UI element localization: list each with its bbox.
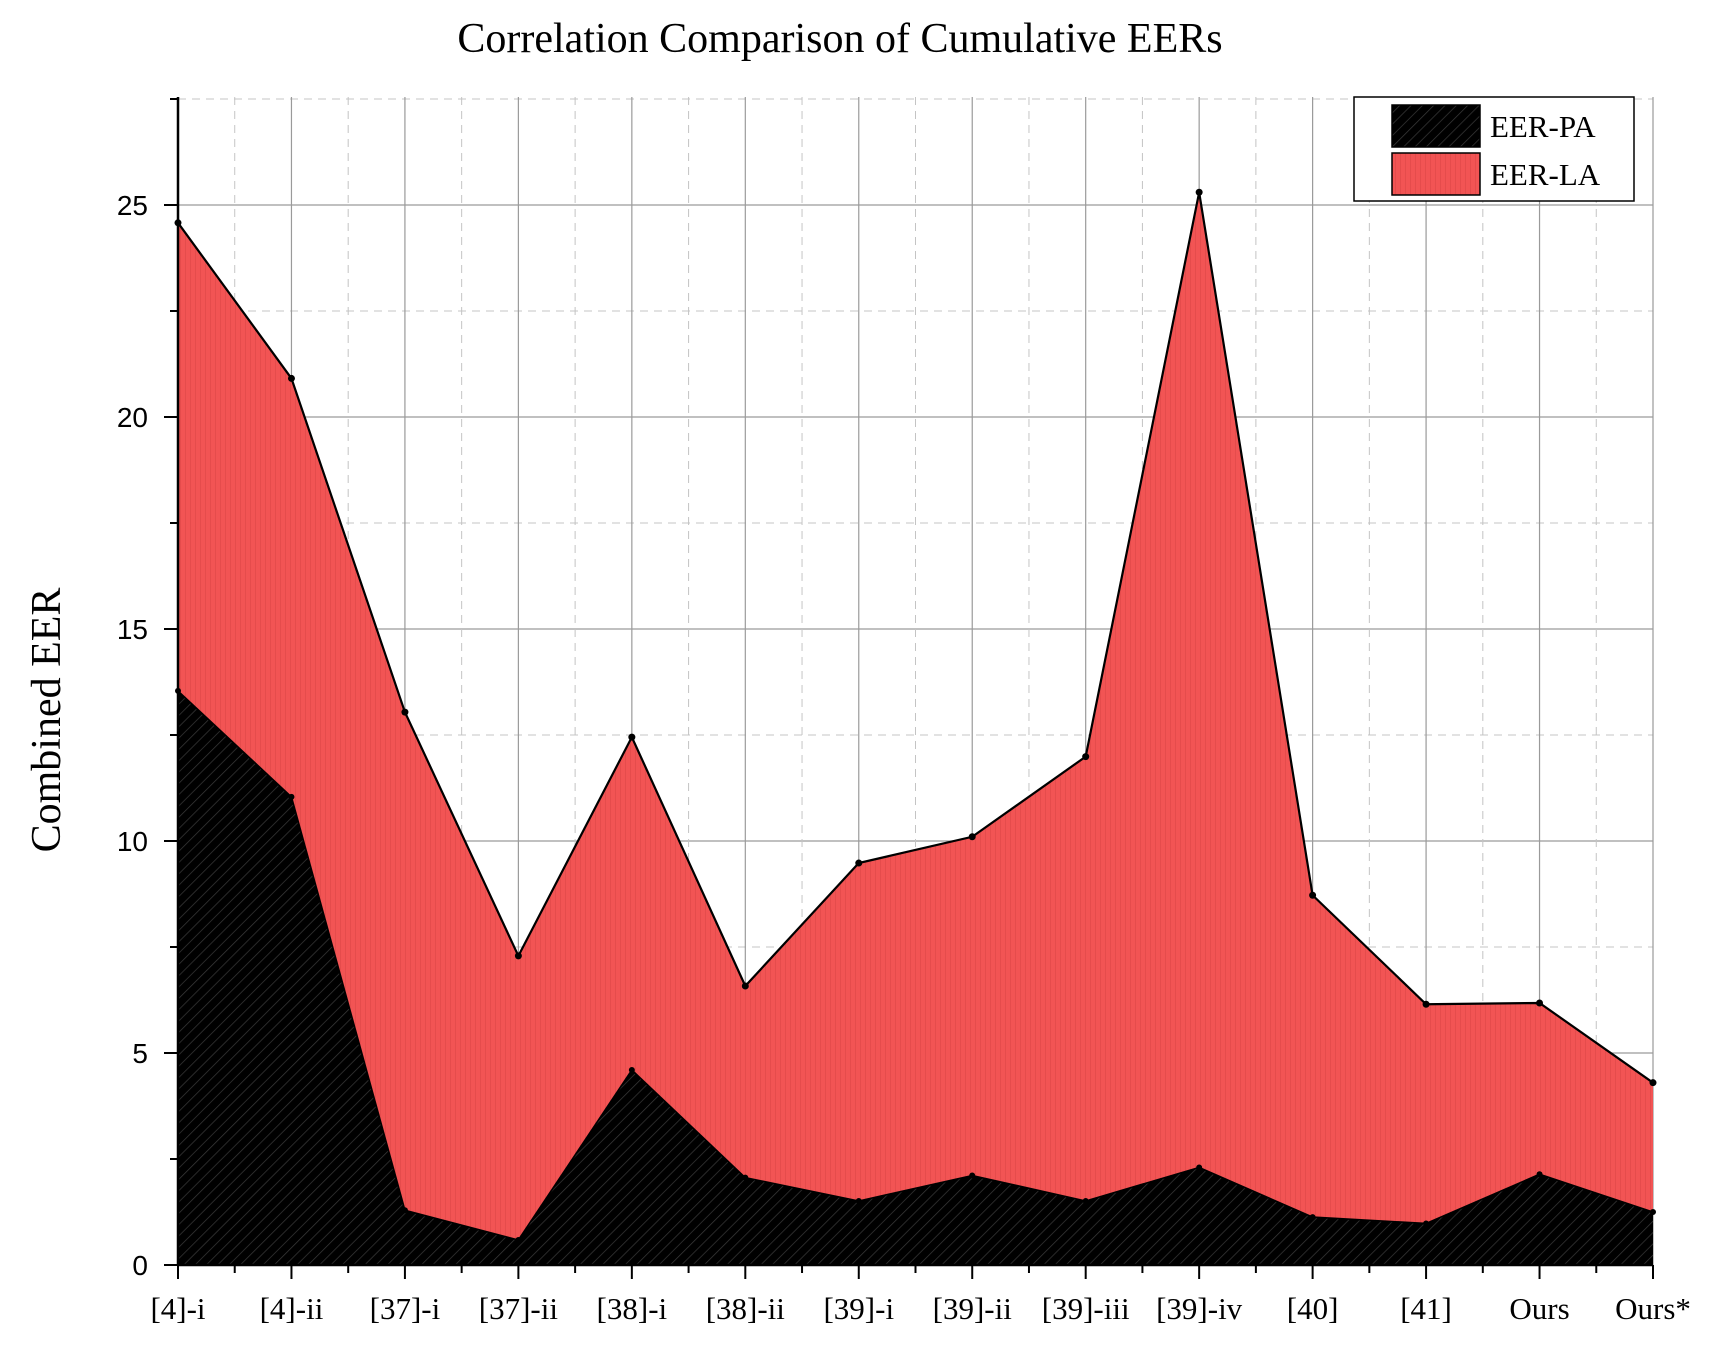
point-eer-pa-1 <box>288 793 295 800</box>
x-tick-label: [4]-i <box>150 1291 205 1326</box>
point-eer-pa-10 <box>1309 1214 1316 1221</box>
line-cumulative-total <box>177 192 1654 1084</box>
point-eer-la-1 <box>287 374 295 382</box>
chart-title: Correlation Comparison of Cumulative EER… <box>457 16 1222 62</box>
x-tick-label: [37]-i <box>370 1291 441 1326</box>
point-eer-pa-3 <box>515 1236 522 1243</box>
legend-swatch-eer-pa <box>1391 104 1481 148</box>
legend-swatch-eer-la <box>1391 152 1481 196</box>
x-tick-label: [39]-i <box>823 1291 894 1326</box>
x-tick-label: [38]-i <box>597 1291 668 1326</box>
point-eer-la-12 <box>1536 999 1544 1007</box>
x-tick-label: [39]-ii <box>933 1291 1013 1326</box>
point-eer-la-10 <box>1309 891 1317 899</box>
x-tick-label: [37]-ii <box>479 1291 559 1326</box>
y-tick-label: 0 <box>132 1250 148 1281</box>
x-tick-label: Ours* <box>1615 1291 1691 1326</box>
legend-label-eer-la: EER-LA <box>1490 157 1601 192</box>
y-tick-label: 15 <box>117 614 148 645</box>
point-eer-pa-5 <box>742 1174 749 1181</box>
x-tick-label: [39]-iv <box>1156 1291 1243 1326</box>
x-tick-label: Ours <box>1509 1291 1569 1326</box>
x-tick-label: [4]-ii <box>260 1291 324 1326</box>
point-eer-la-2 <box>401 708 409 716</box>
point-eer-pa-12 <box>1536 1171 1543 1178</box>
line-eer-pa <box>177 690 1654 1241</box>
point-eer-la-11 <box>1422 1000 1430 1008</box>
point-eer-la-6 <box>855 859 863 867</box>
point-eer-la-13 <box>1649 1079 1657 1087</box>
x-tick-label: [41] <box>1400 1291 1452 1326</box>
legend-label-eer-pa: EER-PA <box>1490 109 1596 144</box>
point-eer-pa-7 <box>969 1172 976 1179</box>
point-eer-la-5 <box>741 982 749 990</box>
y-tick-label: 5 <box>132 1038 148 1069</box>
x-tick-label: [40] <box>1287 1291 1339 1326</box>
point-eer-la-8 <box>1082 753 1090 761</box>
area-eer-pa <box>178 690 1653 1265</box>
point-eer-la-4 <box>628 733 636 741</box>
point-eer-pa-8 <box>1082 1197 1089 1204</box>
point-eer-pa-2 <box>401 1207 408 1214</box>
point-eer-pa-9 <box>1196 1164 1203 1171</box>
point-eer-pa-4 <box>628 1066 635 1073</box>
tick-labels: 0 5 10 15 20 25 [4]-i [4]-ii [37]-i [37]-ii [38]-i… <box>117 190 1691 1326</box>
point-eer-pa-6 <box>855 1197 862 1204</box>
area-series <box>174 188 1657 1265</box>
area-eer-la <box>178 192 1653 1240</box>
y-tick-label: 25 <box>117 190 148 221</box>
x-tick-label: [38]-ii <box>706 1291 786 1326</box>
y-tick-label: 10 <box>117 826 148 857</box>
y-axis-label: Combined EER <box>24 588 70 853</box>
point-eer-la-3 <box>514 952 522 960</box>
legend: EER-PA EER-LA <box>1353 96 1635 202</box>
axes <box>164 97 1654 1279</box>
x-tick-label: [39]-iii <box>1042 1291 1130 1326</box>
y-tick-label: 20 <box>117 402 148 433</box>
point-eer-la-9 <box>1195 188 1203 196</box>
point-eer-pa-11 <box>1423 1220 1430 1227</box>
point-eer-la-7 <box>968 833 976 841</box>
point-eer-pa-13 <box>1650 1209 1656 1215</box>
